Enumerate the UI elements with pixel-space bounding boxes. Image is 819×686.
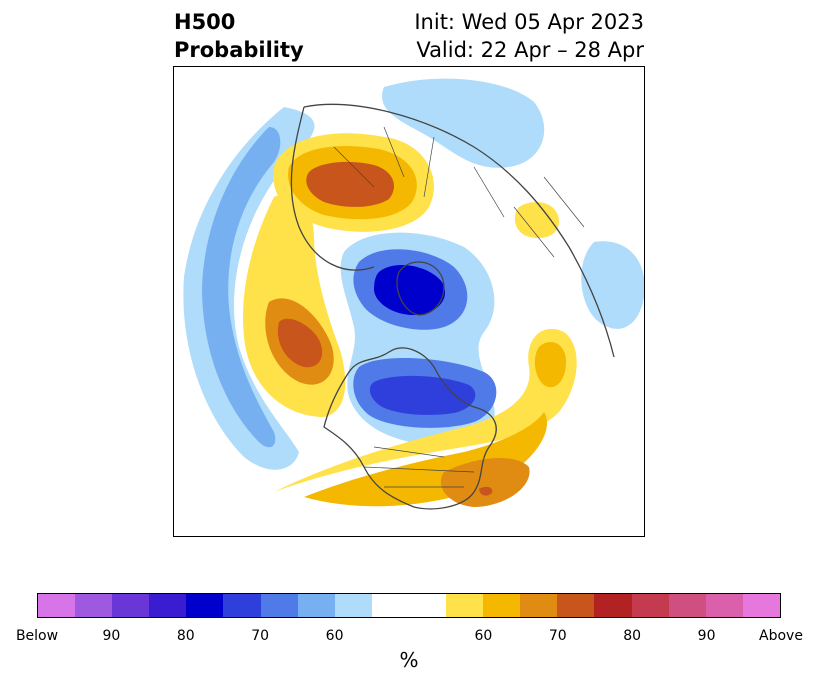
colorbar-tick-label: 80 xyxy=(176,628,195,644)
colorbar-swatch xyxy=(520,594,558,617)
colorbar-swatch xyxy=(223,594,261,617)
colorbar-swatch xyxy=(112,594,150,617)
coastline-eurasia xyxy=(290,103,615,358)
colorbar-tick-label: Above xyxy=(759,628,803,644)
probability-colorbar xyxy=(37,593,781,618)
map-canvas xyxy=(183,78,644,510)
coastline-north-america xyxy=(323,347,497,510)
below-80-region-central xyxy=(374,264,446,315)
plot-title-left: H500 Probability xyxy=(174,8,304,64)
below-80-region-south xyxy=(369,375,476,415)
colorbar-tick-label: 90 xyxy=(102,628,121,644)
plot-title-right: Init: Wed 05 Apr 2023 Valid: 22 Apr – 28… xyxy=(414,8,644,64)
colorbar-swatch xyxy=(705,594,743,617)
colorbar-swatch xyxy=(408,594,447,617)
above-70-region-east xyxy=(534,342,566,388)
colorbar-tick-label: 60 xyxy=(325,628,344,644)
below-60-region-northeast xyxy=(382,78,545,168)
probability-map xyxy=(173,66,645,537)
above-90-region-south xyxy=(479,486,493,496)
colorbar-swatch xyxy=(446,594,484,617)
colorbar-swatch xyxy=(260,594,298,617)
colorbar-swatch xyxy=(38,594,76,617)
below-60-region-east xyxy=(581,241,644,329)
colorbar-swatch xyxy=(594,594,632,617)
title-init-date: Init: Wed 05 Apr 2023 xyxy=(414,10,644,34)
colorbar-tick-label: Below xyxy=(15,628,59,644)
title-variable: H500 xyxy=(174,10,236,34)
colorbar-swatch xyxy=(371,594,409,617)
colorbar-tick-label: 70 xyxy=(251,628,270,644)
above-80-region-west xyxy=(277,318,323,368)
colorbar-swatch xyxy=(334,594,372,617)
coastlines xyxy=(290,103,615,510)
colorbar-swatch xyxy=(668,594,706,617)
colorbar-swatch xyxy=(742,594,780,617)
coastline-greenland xyxy=(396,261,445,316)
colorbar-swatch xyxy=(75,594,113,617)
colorbar-tick-label: 80 xyxy=(623,628,642,644)
colorbar-swatch xyxy=(149,594,187,617)
colorbar-tick-label: 70 xyxy=(548,628,567,644)
colorbar-swatch xyxy=(483,594,521,617)
colorbar-unit-label: % xyxy=(399,648,419,672)
colorbar-swatch xyxy=(297,594,335,617)
colorbar-swatch xyxy=(631,594,669,617)
above-60-region-europe xyxy=(514,202,559,239)
above-80-region-north xyxy=(306,161,394,207)
border-lines xyxy=(333,126,585,488)
colorbar-swatch xyxy=(557,594,595,617)
above-80-region-south xyxy=(440,457,530,507)
colorbar-tick-label: 60 xyxy=(474,628,493,644)
colorbar-tick-label: 90 xyxy=(697,628,716,644)
title-valid-range: Valid: 22 Apr – 28 Apr xyxy=(416,38,644,62)
title-product: Probability xyxy=(174,38,304,62)
below-60-region-west xyxy=(183,107,315,470)
probability-shading xyxy=(183,78,644,507)
colorbar-swatch xyxy=(186,594,224,617)
below-70-region-west xyxy=(202,127,281,448)
